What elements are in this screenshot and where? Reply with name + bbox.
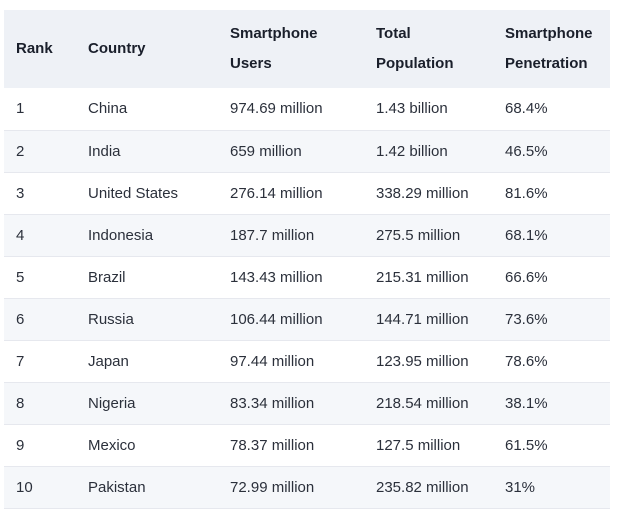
cell-rank: 5 xyxy=(16,268,25,286)
cell-country: Brazil xyxy=(88,268,126,286)
header-country: Country xyxy=(88,40,146,57)
cell-total-population: 275.5 million xyxy=(376,226,461,244)
cell-country: United States xyxy=(88,184,179,202)
cell-smartphone-users: 83.34 million xyxy=(230,395,315,413)
cell-total-population: 235.82 million xyxy=(376,479,469,497)
cell-total-population: 215.31 million xyxy=(376,268,469,286)
cell-total-population: 1.43 billion xyxy=(376,100,448,118)
table-row: 10 Pakistan 72.99 million 235.82 million… xyxy=(4,466,610,509)
cell-smartphone-penetration: 81.6% xyxy=(505,184,548,202)
table-row: 3 United States 276.14 million 338.29 mi… xyxy=(4,172,610,215)
table-row: 8 Nigeria 83.34 million 218.54 million 3… xyxy=(4,382,610,425)
table-body: 1 China 974.69 million 1.43 billion 68.4… xyxy=(4,88,610,509)
cell-smartphone-penetration: 68.4% xyxy=(505,100,548,118)
cell-smartphone-users: 187.7 million xyxy=(230,226,315,244)
cell-smartphone-penetration: 78.6% xyxy=(505,353,548,371)
cell-smartphone-penetration: 73.6% xyxy=(505,311,548,329)
cell-smartphone-penetration: 31% xyxy=(505,479,536,497)
cell-smartphone-penetration: 61.5% xyxy=(505,437,548,455)
table-row: 9 Mexico 78.37 million 127.5 million 61.… xyxy=(4,424,610,467)
cell-country: Russia xyxy=(88,311,134,329)
table-row: 6 Russia 106.44 million 144.71 million 7… xyxy=(4,298,610,341)
cell-total-population: 123.95 million xyxy=(376,353,469,371)
cell-country: India xyxy=(88,142,121,160)
cell-rank: 1 xyxy=(16,100,25,118)
smartphone-users-table: Rank Country Smartphone Users Total Popula… xyxy=(4,10,610,509)
cell-rank: 2 xyxy=(16,142,25,160)
cell-total-population: 338.29 million xyxy=(376,184,469,202)
cell-country: Japan xyxy=(88,353,129,371)
smartphone-users-table-container: Rank Country Smartphone Users Total Popula… xyxy=(4,10,610,509)
cell-country: Mexico xyxy=(88,437,136,455)
header-row: Rank Country Smartphone Users Total Popula… xyxy=(4,10,610,88)
table-row: 1 China 974.69 million 1.43 billion 68.4… xyxy=(4,88,610,131)
cell-rank: 9 xyxy=(16,437,25,455)
cell-smartphone-users: 143.43 million xyxy=(230,268,323,286)
cell-total-population: 218.54 million xyxy=(376,395,469,413)
table-row: 4 Indonesia 187.7 million 275.5 million … xyxy=(4,214,610,257)
cell-smartphone-users: 659 million xyxy=(230,142,302,160)
cell-rank: 7 xyxy=(16,353,25,371)
cell-total-population: 144.71 million xyxy=(376,311,469,329)
cell-smartphone-users: 974.69 million xyxy=(230,100,323,118)
cell-smartphone-penetration: 68.1% xyxy=(505,226,548,244)
header-rank: Rank xyxy=(16,40,53,57)
cell-total-population: 1.42 billion xyxy=(376,142,448,160)
table-row: 2 India 659 million 1.42 billion 46.5% xyxy=(4,130,610,173)
cell-smartphone-users: 106.44 million xyxy=(230,311,323,329)
cell-rank: 3 xyxy=(16,184,25,202)
cell-smartphone-penetration: 46.5% xyxy=(505,142,548,160)
cell-rank: 4 xyxy=(16,226,25,244)
cell-country: Indonesia xyxy=(88,226,154,244)
cell-rank: 8 xyxy=(16,395,25,413)
cell-smartphone-penetration: 66.6% xyxy=(505,268,548,286)
cell-country: Nigeria xyxy=(88,395,136,413)
cell-country: Pakistan xyxy=(88,479,146,497)
table-row: 5 Brazil 143.43 million 215.31 million 6… xyxy=(4,256,610,299)
cell-smartphone-users: 276.14 million xyxy=(230,184,323,202)
cell-rank: 6 xyxy=(16,311,25,329)
cell-smartphone-users: 72.99 million xyxy=(230,479,315,497)
table-row: 7 Japan 97.44 million 123.95 million 78.… xyxy=(4,340,610,383)
header-total-population: Total Population xyxy=(376,25,454,72)
cell-total-population: 127.5 million xyxy=(376,437,461,455)
cell-rank: 10 xyxy=(16,479,33,497)
header-smartphone-users: Smartphone Users xyxy=(230,25,318,72)
cell-country: China xyxy=(88,100,128,118)
header-smartphone-penetration: Smartphone Penetration xyxy=(505,25,593,72)
cell-smartphone-penetration: 38.1% xyxy=(505,395,548,413)
cell-smartphone-users: 78.37 million xyxy=(230,437,315,455)
cell-smartphone-users: 97.44 million xyxy=(230,353,315,371)
table-header: Rank Country Smartphone Users Total Popula… xyxy=(4,10,610,88)
